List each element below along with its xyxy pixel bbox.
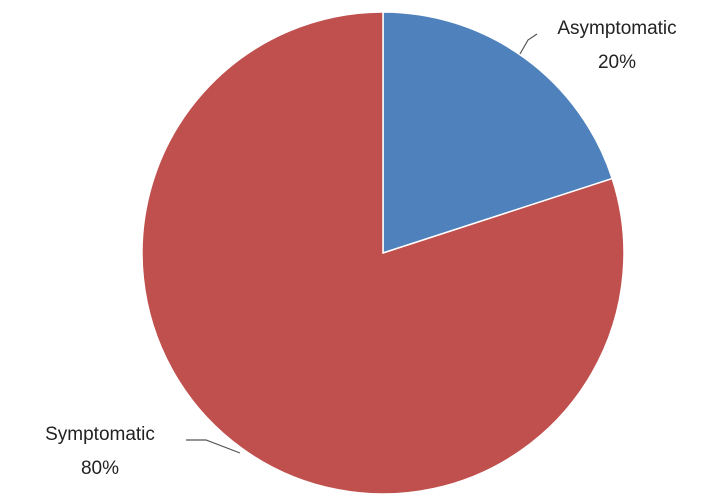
leader-line-asymptomatic — [519, 33, 538, 55]
slices-layer — [141, 11, 625, 495]
slice-label-asymptomatic-name: Asymptomatic — [557, 18, 676, 39]
slice-label-symptomatic-name: Symptomatic — [45, 424, 155, 445]
leaders-layer — [186, 33, 538, 454]
pie-slice-asymptomatic — [382, 11, 614, 255]
slice-label-symptomatic-value: 80% — [81, 458, 119, 479]
pie-slice-symptomatic — [141, 11, 625, 495]
labels-layer: Asymptomatic 20% Symptomatic 80% — [45, 18, 677, 479]
slice-label-asymptomatic-value: 20% — [598, 52, 636, 73]
leader-line-symptomatic — [186, 439, 241, 454]
